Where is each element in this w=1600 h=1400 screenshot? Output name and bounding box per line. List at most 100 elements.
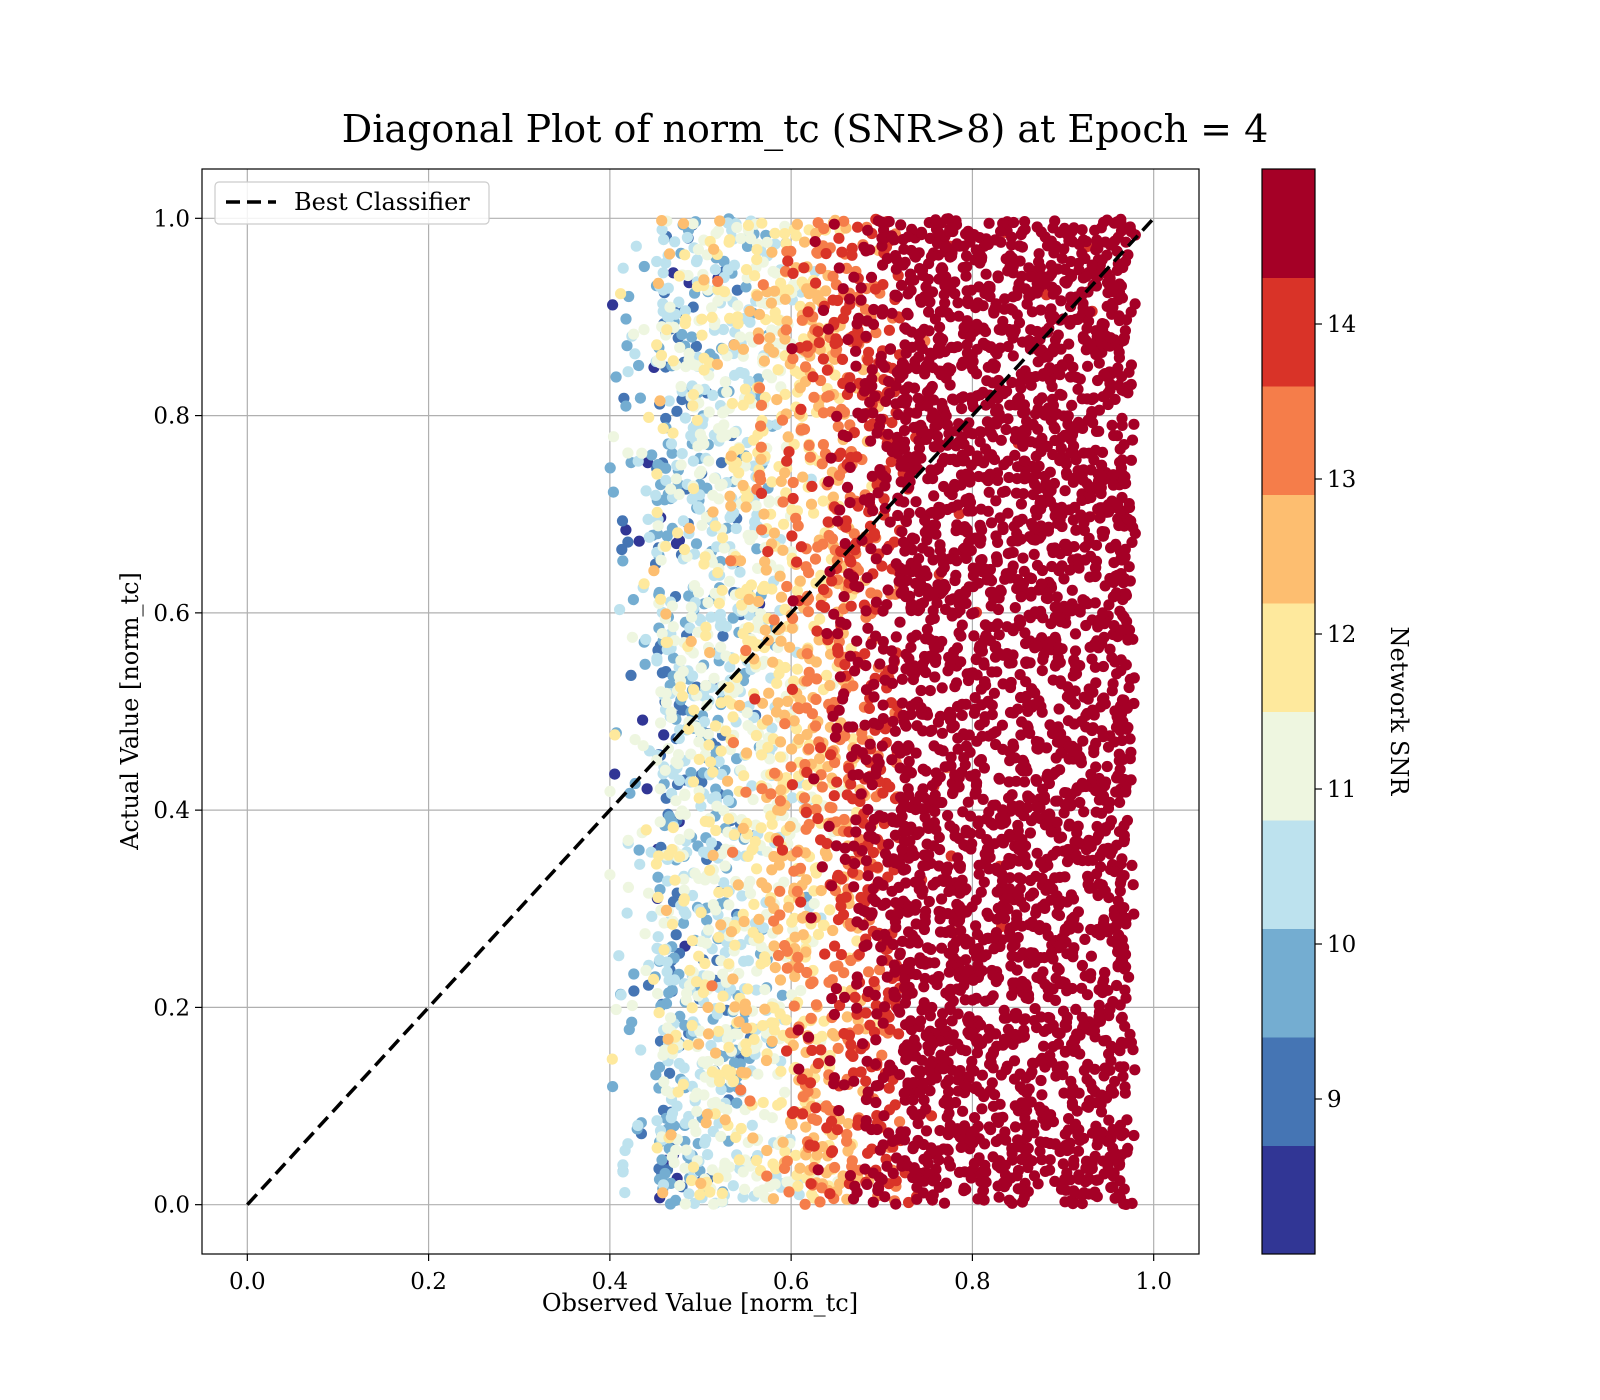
- scatter-point: [715, 919, 727, 931]
- scatter-point: [983, 217, 995, 229]
- scatter-point: [1112, 769, 1124, 782]
- scatter-point: [744, 305, 756, 317]
- scatter-point: [658, 234, 670, 246]
- scatter-point: [1099, 794, 1111, 807]
- scatter-point: [795, 403, 807, 415]
- scatter-point: [833, 232, 845, 244]
- scatter-point: [970, 894, 982, 906]
- scatter-point: [748, 1033, 760, 1045]
- scatter-point: [1006, 989, 1018, 1001]
- scatter-point: [728, 339, 740, 351]
- scatter-point: [702, 924, 715, 936]
- scatter-point: [758, 655, 770, 667]
- scatter-point: [832, 294, 844, 307]
- scatter-point: [687, 776, 700, 788]
- scatter-point: [707, 899, 719, 911]
- scatter-point: [666, 712, 678, 724]
- scatter-point: [845, 1048, 857, 1060]
- scatter-point: [715, 745, 727, 757]
- scatter-point: [977, 386, 989, 398]
- scatter-point: [673, 488, 685, 500]
- scatter-point: [820, 285, 832, 297]
- scatter-point: [848, 528, 860, 540]
- scatter-point: [627, 594, 640, 606]
- scatter-point: [607, 299, 619, 311]
- scatter-point: [741, 451, 753, 463]
- scatter-point: [996, 719, 1009, 731]
- scatter-point: [765, 297, 778, 309]
- scatter-point: [657, 422, 669, 435]
- scatter-point: [798, 423, 811, 435]
- scatter-point: [691, 254, 703, 266]
- scatter-point: [943, 1155, 955, 1167]
- scatter-point: [1122, 634, 1134, 646]
- scatter-point: [918, 665, 930, 677]
- scatter-point: [685, 635, 697, 648]
- scatter-point: [727, 612, 739, 624]
- scatter-point: [727, 1075, 739, 1088]
- scatter-point: [838, 215, 850, 227]
- scatter-point: [758, 355, 771, 367]
- scatter-point: [775, 591, 788, 603]
- scatter-point: [751, 543, 763, 555]
- scatter-point: [725, 1066, 737, 1078]
- scatter-point: [845, 556, 857, 568]
- scatter-point: [774, 736, 787, 748]
- scatter-point: [652, 931, 664, 943]
- scatter-point: [653, 1007, 665, 1019]
- scatter-point: [667, 822, 679, 834]
- scatter-point: [675, 459, 687, 471]
- scatter-point: [805, 1012, 817, 1024]
- scatter-point: [895, 219, 907, 231]
- scatter-point: [673, 1057, 685, 1070]
- scatter-point: [1099, 967, 1111, 979]
- scatter-point: [975, 754, 988, 766]
- scatter-point: [773, 859, 785, 871]
- scatter-point: [765, 788, 777, 800]
- scatter-point: [677, 1078, 689, 1091]
- scatter-point: [1090, 761, 1102, 773]
- scatter-point: [637, 714, 649, 726]
- scatter-point: [759, 556, 771, 568]
- scatter-point: [701, 970, 713, 982]
- scatter-point: [1053, 909, 1066, 922]
- scatter-point: [1022, 705, 1034, 718]
- scatter-point: [793, 703, 805, 715]
- scatter-point: [655, 554, 667, 566]
- scatter-point: [664, 1067, 676, 1079]
- scatter-point: [797, 929, 809, 941]
- scatter-point: [712, 295, 724, 307]
- scatter-point: [719, 1157, 731, 1169]
- scatter-point: [893, 1028, 905, 1040]
- scatter-point: [663, 974, 675, 986]
- scatter-point: [817, 583, 830, 596]
- scatter-point: [729, 369, 741, 381]
- scatter-point: [677, 218, 690, 230]
- scatter-point: [683, 828, 695, 840]
- scatter-point: [832, 628, 844, 640]
- scatter-point: [758, 508, 770, 520]
- scatter-point: [750, 500, 762, 512]
- scatter-point: [788, 675, 800, 687]
- scatter-point: [1014, 883, 1026, 895]
- scatter-point: [869, 283, 882, 295]
- scatter-point: [753, 382, 766, 394]
- scatter-point: [713, 423, 725, 435]
- scatter-point: [733, 1154, 745, 1166]
- scatter-point: [829, 1161, 841, 1174]
- scatter-point: [669, 874, 681, 886]
- scatter-point: [838, 1028, 850, 1040]
- scatter-point: [717, 323, 730, 336]
- scatter-point: [934, 321, 946, 333]
- scatter-point: [632, 1119, 644, 1132]
- scatter-point: [792, 1024, 804, 1036]
- scatter-point: [938, 480, 950, 493]
- scatter-point: [883, 324, 896, 336]
- scatter-point: [1100, 1034, 1112, 1047]
- scatter-point: [695, 1177, 707, 1189]
- scatter-point: [824, 679, 836, 692]
- scatter-point: [700, 1117, 712, 1129]
- scatter-point: [687, 670, 699, 682]
- scatter-point: [701, 1108, 714, 1120]
- scatter-point: [664, 301, 676, 313]
